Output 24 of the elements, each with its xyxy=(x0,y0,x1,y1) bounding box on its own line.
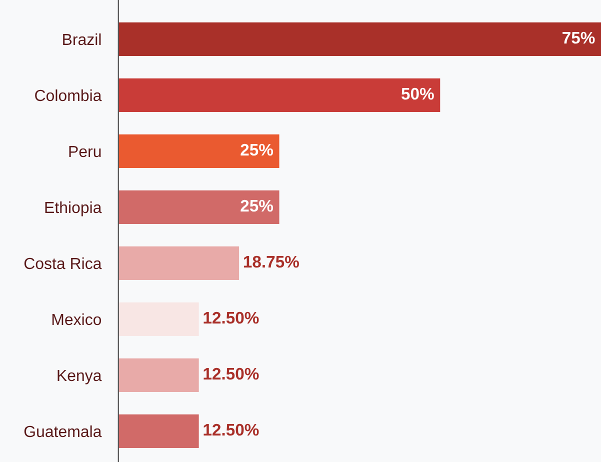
data-label: 18.75% xyxy=(244,256,299,268)
bar xyxy=(118,190,280,224)
bar xyxy=(118,246,240,280)
y-tick-label: Colombia xyxy=(35,89,102,102)
data-label: 12.50% xyxy=(204,368,259,380)
data-label: 25% xyxy=(240,200,274,212)
bar xyxy=(118,78,440,112)
bar xyxy=(118,302,199,336)
data-label: 75% xyxy=(562,32,595,44)
data-label: 12.50% xyxy=(204,312,259,324)
y-tick-label: Guatemala xyxy=(24,425,102,438)
bar xyxy=(118,22,601,56)
y-tick-label: Kenya xyxy=(58,370,102,384)
y-tick-label: Peru xyxy=(69,146,101,158)
data-label: 25% xyxy=(240,144,274,156)
y-tick-label: Ethiopia xyxy=(45,201,102,216)
bar xyxy=(118,414,199,448)
data-label: 12.50% xyxy=(204,424,259,436)
y-tick-label: Mexico xyxy=(52,313,102,326)
bar xyxy=(118,358,199,392)
y-tick-label: Costa Rica xyxy=(24,257,102,270)
y-tick-label: Brazil xyxy=(63,33,101,46)
bar xyxy=(118,134,280,168)
data-label: 50% xyxy=(401,88,434,100)
